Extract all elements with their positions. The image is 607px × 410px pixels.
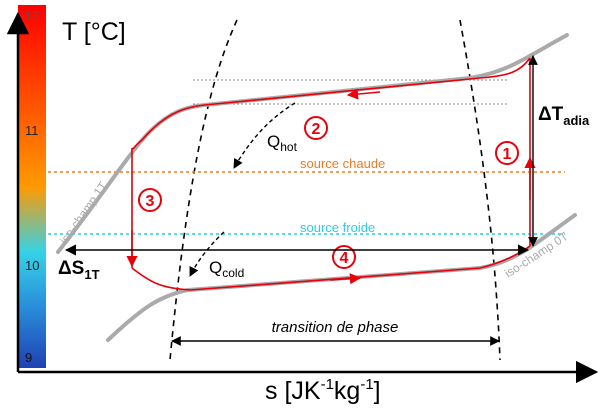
source-hot-label: source chaude	[300, 156, 385, 171]
step-marker-2-label: 2	[312, 121, 321, 138]
iso-field-0t-label: iso-champ 0T	[502, 229, 571, 281]
phase-transition-label: transition de phase	[272, 319, 399, 336]
q-cold-arrow	[189, 231, 225, 277]
step-marker-4-label: 4	[340, 250, 349, 267]
temperature-colorbar	[18, 5, 46, 368]
source-cold-label: source froide	[300, 220, 375, 235]
cycle-segment-top	[131, 57, 531, 150]
step-marker-3: 3	[138, 188, 162, 212]
colorbar-tick-9: 9	[25, 350, 32, 365]
colorbar-tick-11: 11	[25, 123, 39, 138]
arrow-step-2	[346, 88, 381, 100]
x-axis-label: s [JK-1kg-1]	[265, 376, 381, 405]
colorbar-tick-12: 12	[25, 8, 39, 23]
step-marker-1: 1	[495, 141, 519, 165]
q-hot-label: Qhot	[267, 132, 298, 154]
delta-t-adia-label: ΔTadia	[538, 104, 590, 128]
cycle-segment-bottom	[131, 245, 531, 291]
step-marker-1-label: 1	[503, 146, 512, 163]
step-marker-3-label: 3	[146, 193, 155, 210]
delta-s-1t-label: ΔS1T	[58, 258, 100, 282]
y-axis-label: T [°C]	[62, 18, 126, 46]
q-cold-label: Qcold	[209, 258, 244, 280]
phase-boundary-left	[169, 19, 238, 361]
iso-field-1t-label: iso-champ 1T	[57, 179, 111, 247]
arrow-step-4	[329, 273, 362, 285]
thermodynamic-cycle	[131, 57, 531, 291]
colorbar-tick-10: 10	[25, 258, 39, 273]
q-hot-arrow	[233, 102, 296, 169]
step-marker-2: 2	[304, 116, 328, 140]
